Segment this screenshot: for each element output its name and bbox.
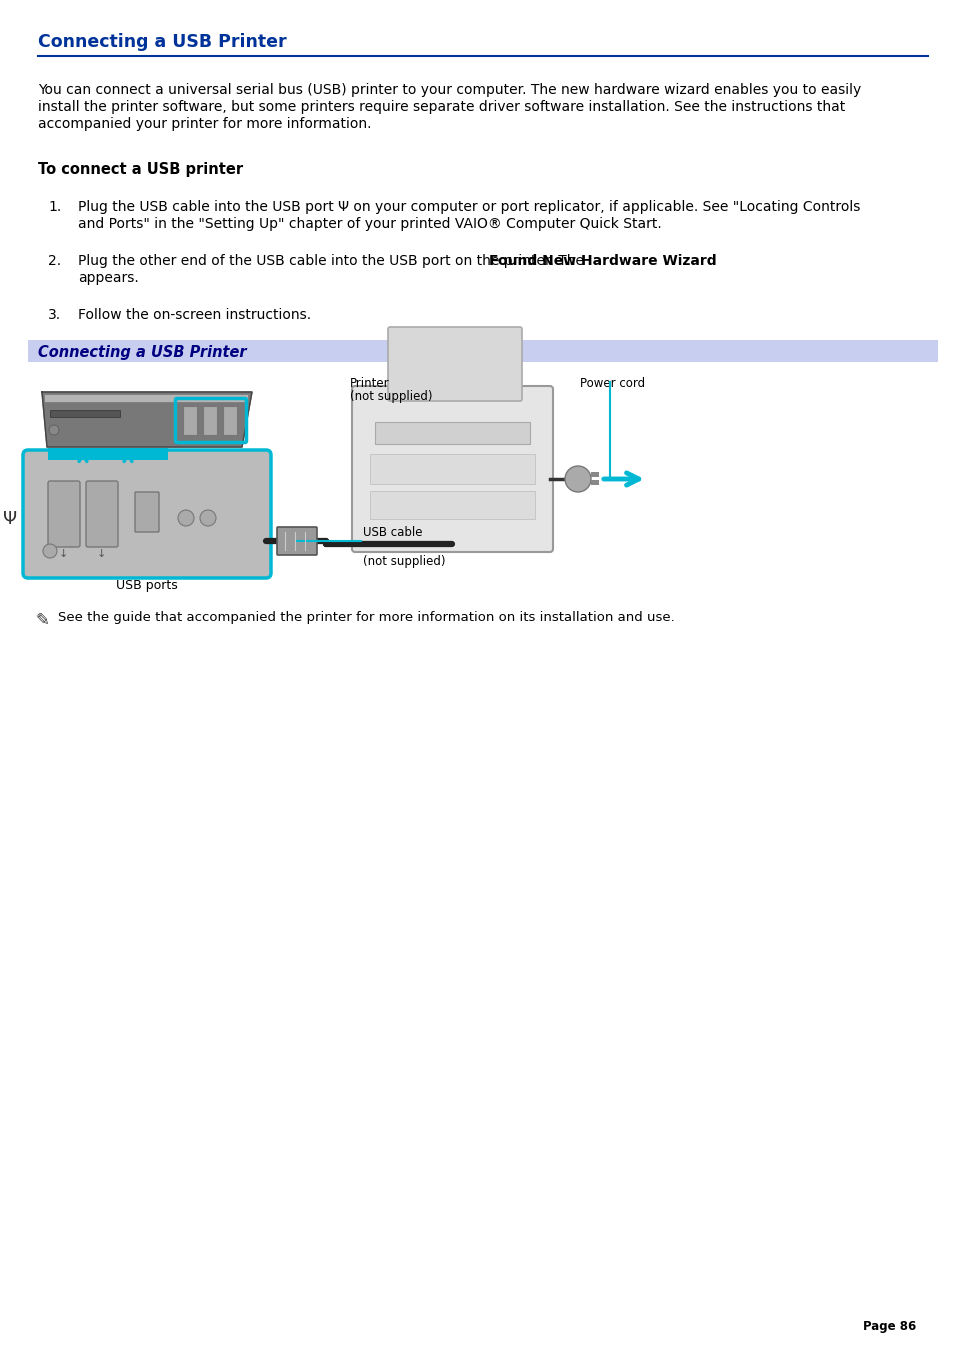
Text: To connect a USB printer: To connect a USB printer [38, 162, 243, 177]
Bar [48, 449, 168, 459]
FancyBboxPatch shape [48, 481, 80, 547]
Bar [28, 340, 937, 362]
FancyBboxPatch shape [86, 481, 118, 547]
Bar [50, 409, 120, 417]
Bar [590, 471, 598, 477]
Circle shape [200, 509, 215, 526]
Circle shape [564, 466, 590, 492]
FancyBboxPatch shape [23, 450, 271, 578]
Bar [590, 480, 598, 485]
FancyBboxPatch shape [388, 327, 521, 401]
Text: ↓: ↓ [96, 549, 106, 559]
Circle shape [43, 544, 57, 558]
Text: ✎: ✎ [36, 611, 50, 630]
Text: Power cord: Power cord [579, 377, 644, 390]
Text: USB cable: USB cable [363, 526, 422, 539]
FancyBboxPatch shape [352, 386, 553, 553]
Text: Connecting a USB Printer: Connecting a USB Printer [38, 345, 247, 359]
Text: 1.: 1. [48, 200, 61, 213]
Text: See the guide that accompanied the printer for more information on its installat: See the guide that accompanied the print… [58, 611, 674, 624]
Text: 2.: 2. [48, 254, 61, 267]
Circle shape [49, 426, 59, 435]
Text: You can connect a universal serial bus (USB) printer to your computer. The new h: You can connect a universal serial bus (… [38, 82, 861, 97]
FancyBboxPatch shape [135, 492, 159, 532]
Text: Follow the on-screen instructions.: Follow the on-screen instructions. [78, 308, 311, 322]
Text: Plug the other end of the USB cable into the USB port on the printer. The: Plug the other end of the USB cable into… [78, 254, 588, 267]
Text: 3.: 3. [48, 308, 61, 322]
Text: appears.: appears. [78, 272, 138, 285]
Text: accompanied your printer for more information.: accompanied your printer for more inform… [38, 118, 371, 131]
Text: Ψ: Ψ [3, 509, 17, 528]
Bar [203, 407, 216, 435]
Bar [183, 407, 196, 435]
Text: Printer: Printer [350, 377, 389, 390]
Text: install the printer software, but some printers require separate driver software: install the printer software, but some p… [38, 100, 844, 113]
Bar [223, 407, 236, 435]
Bar [375, 422, 530, 444]
FancyBboxPatch shape [276, 527, 316, 555]
Text: (not supplied): (not supplied) [350, 390, 432, 403]
Text: Found New Hardware Wizard: Found New Hardware Wizard [488, 254, 716, 267]
Bar [370, 454, 535, 484]
Text: Page 86: Page 86 [862, 1320, 915, 1333]
Text: and Ports" in the "Setting Up" chapter of your printed VAIO® Computer Quick Star: and Ports" in the "Setting Up" chapter o… [78, 218, 661, 231]
Bar [370, 490, 535, 519]
Text: USB ports: USB ports [116, 580, 177, 592]
Bar [44, 394, 248, 403]
Text: Connecting a USB Printer: Connecting a USB Printer [38, 32, 286, 51]
Text: (not supplied): (not supplied) [363, 555, 445, 567]
Polygon shape [42, 392, 252, 447]
Circle shape [178, 509, 193, 526]
Text: ↓: ↓ [58, 549, 68, 559]
Text: Plug the USB cable into the USB port Ψ on your computer or port replicator, if a: Plug the USB cable into the USB port Ψ o… [78, 200, 860, 213]
